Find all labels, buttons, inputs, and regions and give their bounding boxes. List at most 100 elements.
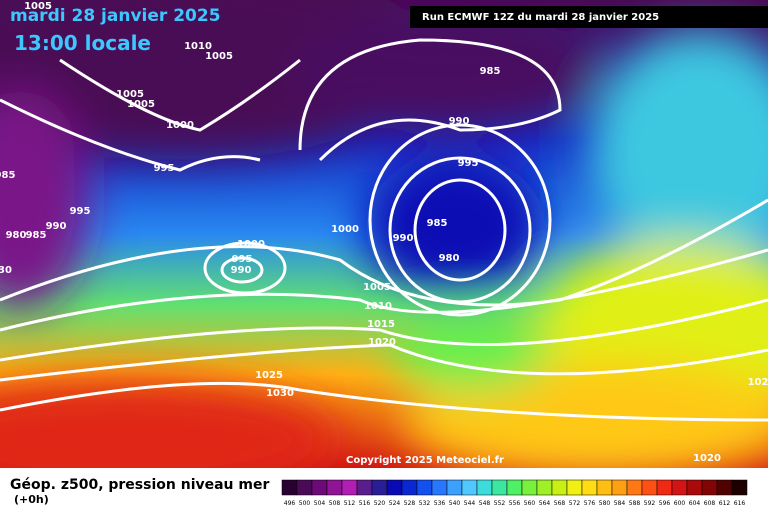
isobar-label: 980 [6, 230, 27, 241]
isobar-label: 1020 [693, 453, 721, 464]
colorbar-cell [401, 479, 418, 496]
colorbar-label: 540 [449, 500, 461, 507]
colorbar-cell [506, 479, 523, 496]
colorbar-cell [416, 479, 433, 496]
colorbar-label: 572 [569, 500, 581, 507]
colorbar-cell [326, 479, 343, 496]
map: 1005101010051005100510009859909959959959… [0, 0, 768, 468]
isobar-label: 1000 [331, 224, 359, 235]
colorbar-label: 528 [404, 500, 416, 507]
colorbar-cell [491, 479, 508, 496]
colorbar: 496 500 504 508 512 516 520 524 528 532 536 540 544 5… [281, 479, 748, 507]
colorbar-cell [551, 479, 568, 496]
time: 13:00 locale [14, 31, 151, 55]
isobar-label: 990 [231, 265, 252, 276]
colorbar-label: 612 [719, 500, 731, 507]
colorbar-cell [281, 479, 298, 496]
isobar-label: 1020 [368, 337, 396, 348]
colorbar-cell [626, 479, 643, 496]
isobar-label: 1005 [205, 51, 233, 62]
colorbar-label: 536 [434, 500, 446, 507]
colorbar-cell [371, 479, 388, 496]
colorbar-label: 532 [419, 500, 431, 507]
colorbar-cell [521, 479, 538, 496]
isobar-label: 985 [427, 218, 448, 229]
isobar-labels: 1005101010051005100510009859909959959959… [0, 1, 768, 464]
isobar-label: 1025 [255, 370, 283, 381]
copyright: Copyright 2025 Meteociel.fr [346, 455, 504, 466]
run-label: Run ECMWF 12Z du mardi 28 janvier 2025 [422, 12, 659, 23]
colorbar-label: 592 [644, 500, 656, 507]
colorbar-label: 524 [389, 500, 401, 507]
colorbar-label: 512 [344, 500, 356, 507]
colorbar-cell [581, 479, 598, 496]
colorbar-cell [461, 479, 478, 496]
isobar-label: 1005 [24, 1, 52, 12]
isobars [0, 38, 768, 422]
run-box [410, 6, 768, 28]
colorbar-cell [536, 479, 553, 496]
isobar-label: 1030 [266, 388, 294, 399]
colorbar-cell [671, 479, 688, 496]
isobar-label: 1005 [363, 282, 391, 293]
colorbar-cell [686, 479, 703, 496]
colorbar-label: 552 [494, 500, 506, 507]
colorbar-cell [701, 479, 718, 496]
colorbar-label: 520 [374, 500, 386, 507]
colorbar-label: 516 [359, 500, 371, 507]
isobar-label: 1015 [367, 319, 395, 330]
colorbar-cell [431, 479, 448, 496]
isobar-label: 1005 [127, 99, 155, 110]
colorbar-cell [446, 479, 463, 496]
colorbar-label: 608 [704, 500, 716, 507]
colorbar-label: 568 [554, 500, 566, 507]
isobar-label: 980 [439, 253, 460, 264]
isobar-label: 1005 [116, 89, 144, 100]
colorbar-label: 596 [659, 500, 671, 507]
colorbar-cell [716, 479, 733, 496]
colorbar-cell [731, 479, 748, 496]
colorbar-cell [356, 479, 373, 496]
colorbar-label: 580 [599, 500, 611, 507]
colorbar-cell [596, 479, 613, 496]
colorbar-cell [476, 479, 493, 496]
colorbar-cell [566, 479, 583, 496]
legend-title: Géop. z500, pression niveau mer [10, 477, 269, 493]
colorbar-label: 616 [734, 500, 746, 507]
isobar-label: 995 [232, 254, 253, 265]
isobar-label: 1000 [237, 239, 265, 250]
colorbar-label: 604 [689, 500, 701, 507]
colorbar-label: 500 [299, 500, 311, 507]
isobar-label: 990 [393, 233, 414, 244]
isobar-label: 995 [154, 163, 175, 174]
isobar-label: 1010 [364, 301, 392, 312]
colorbar-cell [611, 479, 628, 496]
colorbar-cell [311, 479, 328, 496]
colorbar-cell [296, 479, 313, 496]
colorbar-label: 496 [284, 500, 296, 507]
colorbar-cell [641, 479, 658, 496]
colorbar-label: 504 [314, 500, 326, 507]
isobar-label: 102 [748, 377, 768, 388]
colorbar-label: 544 [464, 500, 476, 507]
colorbar-label: 548 [479, 500, 491, 507]
colorbar-cell [386, 479, 403, 496]
isobar-label: 1000 [166, 120, 194, 131]
isobar-label: 990 [449, 116, 470, 127]
isobar-label: 985 [480, 66, 501, 77]
colorbar-label: 600 [674, 500, 686, 507]
isobar-label: 1010 [184, 41, 212, 52]
isobar-label: 990 [46, 221, 67, 232]
colorbar-label: 556 [509, 500, 521, 507]
colorbar-label: 508 [329, 500, 341, 507]
colorbar-cell [341, 479, 358, 496]
isobar-label: 985 [0, 170, 15, 181]
isobar-label: 995 [458, 158, 479, 169]
date: mardi 28 janvier 2025 [10, 6, 221, 26]
colorbar-cell [656, 479, 673, 496]
colorbar-label: 584 [614, 500, 626, 507]
colorbar-label: 560 [524, 500, 536, 507]
isobar-label: 985 [26, 230, 47, 241]
